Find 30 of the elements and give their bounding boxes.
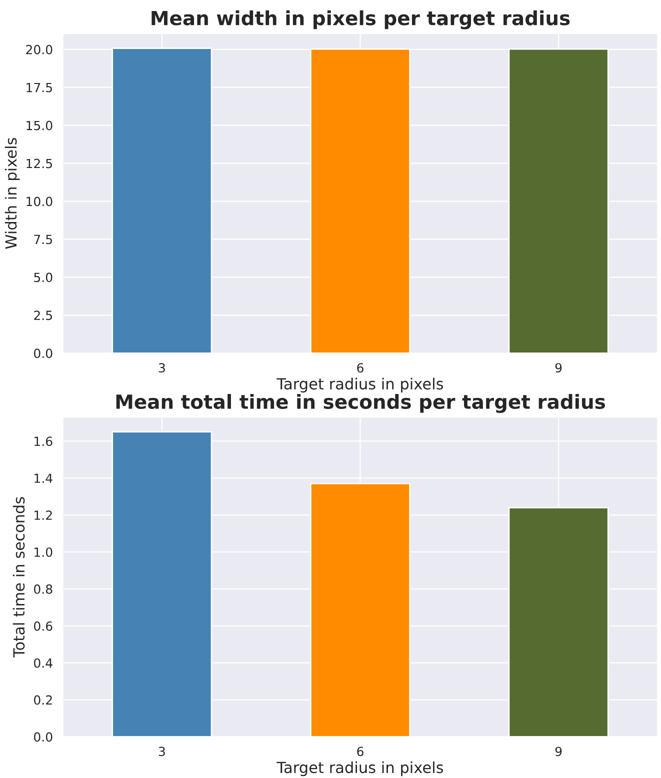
- y-tick-label: 1.6: [34, 436, 52, 446]
- y-tick-label: 0.2: [34, 695, 52, 705]
- y-axis-title: Total time in seconds: [12, 497, 25, 658]
- y-tick-label: 0.8: [34, 584, 52, 594]
- y-tick-label: 1.4: [34, 474, 52, 483]
- y-tick-label: 0.0: [34, 732, 52, 742]
- x-tick-label: 6: [357, 363, 364, 373]
- x-tick-label: 9: [555, 363, 562, 373]
- y-tick-label: 0.4: [34, 658, 52, 668]
- chart-title: Mean total time in seconds per target radius: [116, 394, 605, 413]
- y-tick-label: 5.0: [34, 272, 52, 282]
- y-tick-label: 2.5: [34, 310, 52, 320]
- y-tick-label: 17.5: [26, 83, 52, 92]
- y-tick-label: 15.0: [26, 120, 52, 130]
- y-tick-label: 12.5: [26, 158, 52, 168]
- y-tick-label: 10.0: [26, 196, 52, 206]
- x-axis-title: Target radius in pixels: [276, 761, 444, 776]
- y-tick-label: 1.0: [34, 547, 52, 557]
- x-tick-label: 3: [158, 746, 165, 756]
- y-tick-label: 7.5: [34, 234, 52, 244]
- y-tick-label: 0.0: [34, 348, 52, 358]
- chart-title: Mean width in pixels per target radius: [152, 10, 570, 30]
- y-tick-label: 0.6: [34, 621, 52, 631]
- x-tick-label: 9: [555, 746, 562, 756]
- y-tick-label: 1.2: [34, 510, 52, 520]
- x-axis-title: Target radius in pixels: [276, 378, 444, 393]
- x-tick-label: 3: [158, 363, 165, 373]
- y-axis-title: Width in pixels: [4, 138, 20, 249]
- y-tick-label: 20.0: [26, 44, 52, 54]
- x-tick-label: 6: [357, 746, 364, 756]
